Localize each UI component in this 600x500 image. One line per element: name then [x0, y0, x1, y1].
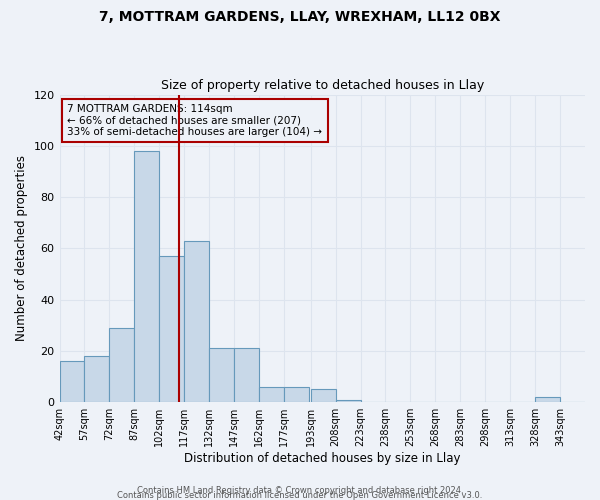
Y-axis label: Number of detached properties: Number of detached properties: [15, 156, 28, 342]
Bar: [284, 387, 309, 402]
Bar: [109, 328, 134, 402]
Text: 7 MOTTRAM GARDENS: 114sqm
← 66% of detached houses are smaller (207)
33% of semi: 7 MOTTRAM GARDENS: 114sqm ← 66% of detac…: [67, 104, 322, 137]
Text: Contains public sector information licensed under the Open Government Licence v3: Contains public sector information licen…: [118, 491, 482, 500]
X-axis label: Distribution of detached houses by size in Llay: Distribution of detached houses by size …: [184, 452, 461, 465]
Bar: [311, 390, 335, 402]
Bar: [259, 387, 284, 402]
Text: Contains HM Land Registry data © Crown copyright and database right 2024.: Contains HM Land Registry data © Crown c…: [137, 486, 463, 495]
Bar: [184, 240, 209, 402]
Bar: [59, 361, 85, 402]
Bar: [85, 356, 109, 402]
Bar: [234, 348, 259, 402]
Bar: [134, 151, 160, 402]
Bar: [335, 400, 361, 402]
Bar: [209, 348, 234, 402]
Text: 7, MOTTRAM GARDENS, LLAY, WREXHAM, LL12 0BX: 7, MOTTRAM GARDENS, LLAY, WREXHAM, LL12 …: [99, 10, 501, 24]
Bar: [535, 397, 560, 402]
Title: Size of property relative to detached houses in Llay: Size of property relative to detached ho…: [161, 79, 484, 92]
Bar: [160, 256, 184, 402]
